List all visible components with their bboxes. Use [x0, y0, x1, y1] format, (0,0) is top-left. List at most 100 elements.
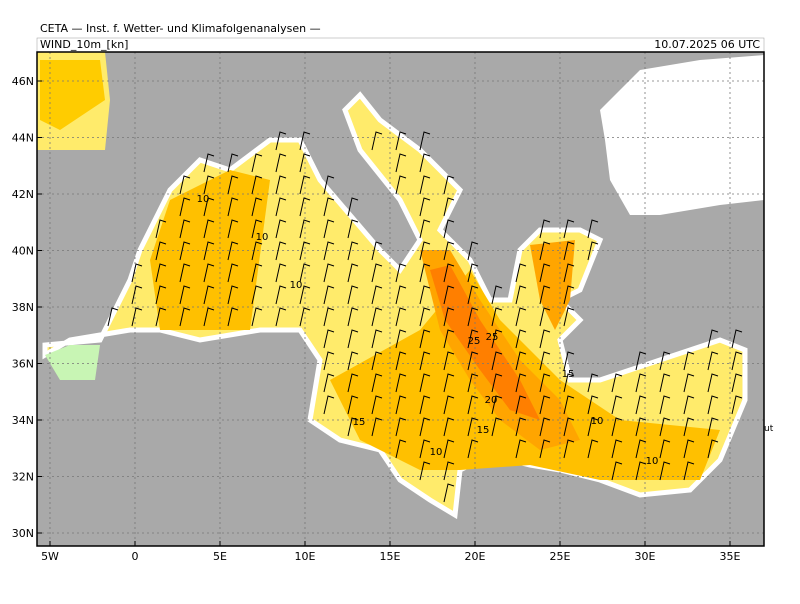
wind-barb: [539, 263, 551, 283]
wind-barb: [107, 307, 119, 327]
wind-barb: [563, 263, 575, 283]
wind-barb: [275, 175, 287, 195]
wind-barb: [539, 373, 551, 393]
lon-label: 0: [132, 550, 139, 563]
wind-barb: [347, 219, 359, 239]
wind-barb: [395, 307, 407, 327]
wind-barb: [707, 395, 719, 415]
wind-barb: [443, 285, 455, 305]
wind-barb: [275, 219, 287, 239]
wind-barb: [587, 219, 599, 239]
wind-barb: [443, 263, 455, 283]
wind-barb: [635, 351, 647, 371]
wind-barb: [395, 417, 407, 437]
wind-barb: [323, 329, 335, 349]
wind-barb: [347, 263, 359, 283]
wind-barb: [179, 307, 191, 327]
wind-barb: [539, 285, 551, 305]
wind-barb: [467, 439, 479, 459]
contour-label: 10: [197, 194, 210, 205]
contour-label: 10: [646, 456, 659, 467]
wind-barb: [347, 417, 359, 437]
wind-barb: [395, 175, 407, 195]
wind-barb: [299, 263, 311, 283]
wind-barb: [491, 395, 503, 415]
wind-barb: [323, 395, 335, 415]
wind-barb: [323, 263, 335, 283]
wind-barb: [563, 307, 575, 327]
lon-label: 20E: [465, 550, 486, 563]
edge-text: ut: [764, 424, 774, 434]
wind-barb: [443, 175, 455, 195]
wind-barb: [443, 351, 455, 371]
wind-barb: [203, 285, 215, 305]
wind-barb: [371, 285, 383, 305]
contour-label: 25: [468, 336, 481, 347]
wind-barb: [659, 439, 671, 459]
biscay-orange: [40, 60, 105, 130]
contour-label: 10: [591, 416, 604, 427]
wind-barb: [635, 395, 647, 415]
wind-barb: [443, 483, 455, 503]
wind-barb: [251, 197, 263, 217]
wind-barb: [155, 285, 167, 305]
wind-barb: [419, 373, 431, 393]
wind-barb: [275, 285, 287, 305]
wind-barb: [611, 461, 623, 481]
wind-barb: [539, 351, 551, 371]
header-title: CETA — Inst. f. Wetter- und Klimafolgena…: [40, 22, 321, 35]
wind-barb: [659, 373, 671, 393]
wind-barb: [587, 241, 599, 261]
wind-barb: [443, 417, 455, 437]
wind-barb: [731, 373, 743, 393]
wind-barb: [179, 197, 191, 217]
wind-barb: [443, 307, 455, 327]
wind-barb: [539, 417, 551, 437]
wind-barb: [563, 219, 575, 239]
wind-barb: [659, 461, 671, 481]
lon-label: 10E: [295, 550, 316, 563]
wind-barb: [539, 395, 551, 415]
wind-barb: [587, 417, 599, 437]
lat-label: 38N: [12, 301, 34, 314]
wind-barb: [443, 219, 455, 239]
wind-barb: [299, 197, 311, 217]
wind-barb: [683, 417, 695, 437]
wind-barb: [347, 395, 359, 415]
wind-barb: [395, 373, 407, 393]
wind-barb: [707, 351, 719, 371]
wind-barb: [395, 263, 407, 283]
wind-barb: [515, 263, 527, 283]
wind-barb: [323, 175, 335, 195]
wind-barb: [371, 373, 383, 393]
wind-barb: [275, 131, 287, 151]
wind-barb: [347, 197, 359, 217]
wind-barb: [731, 395, 743, 415]
wind-barb: [323, 351, 335, 371]
wind-barb: [395, 351, 407, 371]
wind-barb: [323, 373, 335, 393]
contour-label: 10: [290, 280, 303, 291]
wind-barb: [419, 131, 431, 151]
wind-barb: [659, 417, 671, 437]
wind-barb: [275, 241, 287, 261]
wind-barb: [299, 219, 311, 239]
wind-barb: [299, 307, 311, 327]
wind-barb: [563, 285, 575, 305]
wind-barb: [203, 307, 215, 327]
wind-barb: [563, 351, 575, 371]
wind-barb: [707, 329, 719, 349]
wind-barb: [251, 263, 263, 283]
wind-barb: [659, 395, 671, 415]
wind-barb: [371, 417, 383, 437]
wind-barb: [347, 373, 359, 393]
wind-barb: [299, 241, 311, 261]
wind-barb: [179, 285, 191, 305]
wind-barb: [347, 241, 359, 261]
wind-barb: [323, 197, 335, 217]
wind-barb: [275, 263, 287, 283]
wind-barb: [419, 263, 431, 283]
wind-barb: [611, 439, 623, 459]
contour-label: 25: [486, 332, 499, 343]
wind-barb: [419, 175, 431, 195]
